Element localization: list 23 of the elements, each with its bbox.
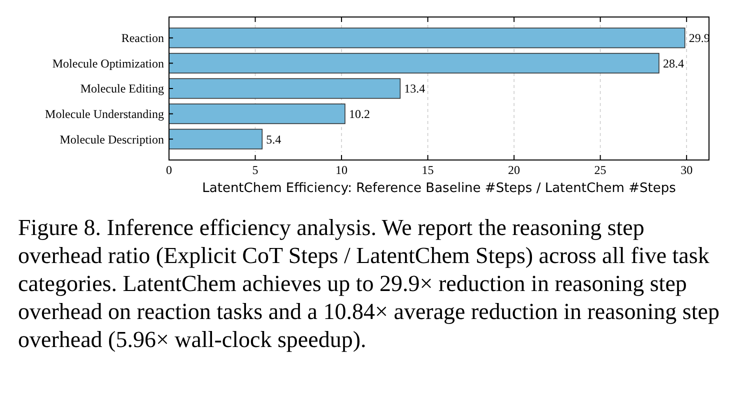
y-tick-label: Molecule Optimization [52, 56, 164, 70]
data-label: 5.4 [266, 132, 282, 146]
bar [168, 78, 401, 99]
y-tick-label: Molecule Editing [80, 82, 164, 96]
y-tick-label: Reaction [121, 31, 164, 46]
x-tick-label: 20 [508, 163, 520, 177]
x-tick-label: 30 [680, 163, 693, 177]
bar [168, 104, 346, 124]
bar [168, 128, 263, 150]
bar [168, 52, 660, 74]
x-tick-label: 10 [336, 163, 348, 177]
x-tick-label: 5 [252, 163, 258, 177]
y-tick-label: Molecule Understanding [45, 107, 164, 121]
bar [168, 28, 686, 48]
x-tick-label: 15 [422, 163, 434, 177]
x-tick-label: 25 [594, 163, 606, 177]
y-tick-label: Molecule Description [60, 132, 164, 146]
data-label: 10.2 [348, 107, 370, 121]
x-axis-title: LatentChem Efficiency: Reference Baseline #Steps / LatentChem #Steps [202, 181, 676, 196]
caption: Figure 8. Inference efficiency analysis. We report the reasoning step overhead ratio (Explicit CoT Steps / LatentChem Steps) across all five task categories. LatentChem achieves up to 29.9× reduction in reasoning step overhead on reaction tasks and a 10.84× average reduction in reasoning step overhead (5.96× wall-clock speedup). [18, 215, 720, 352]
x-tick-label: 0 [166, 163, 172, 177]
data-label: 13.4 [404, 82, 426, 96]
data-label: 28.4 [662, 56, 684, 70]
